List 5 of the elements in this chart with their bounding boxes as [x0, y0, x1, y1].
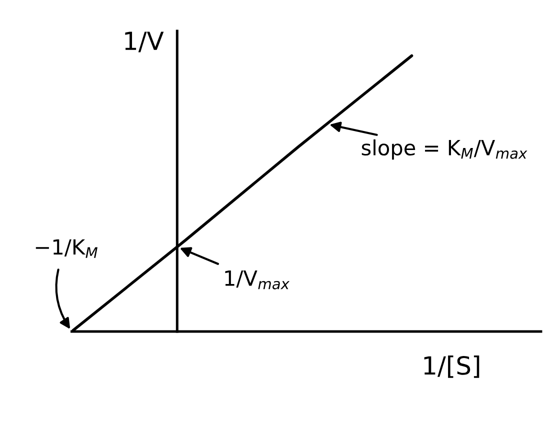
- x-axis-title: 1/[S]: [424, 356, 480, 378]
- annotation: slope = K$_{M}$/V$_{max}$: [362, 139, 528, 160]
- y-axis-title: 1/V: [125, 32, 164, 52]
- annotation: −1/K$_{M}$: [36, 239, 98, 258]
- annotation: 1/V$_{max}$: [225, 270, 290, 290]
